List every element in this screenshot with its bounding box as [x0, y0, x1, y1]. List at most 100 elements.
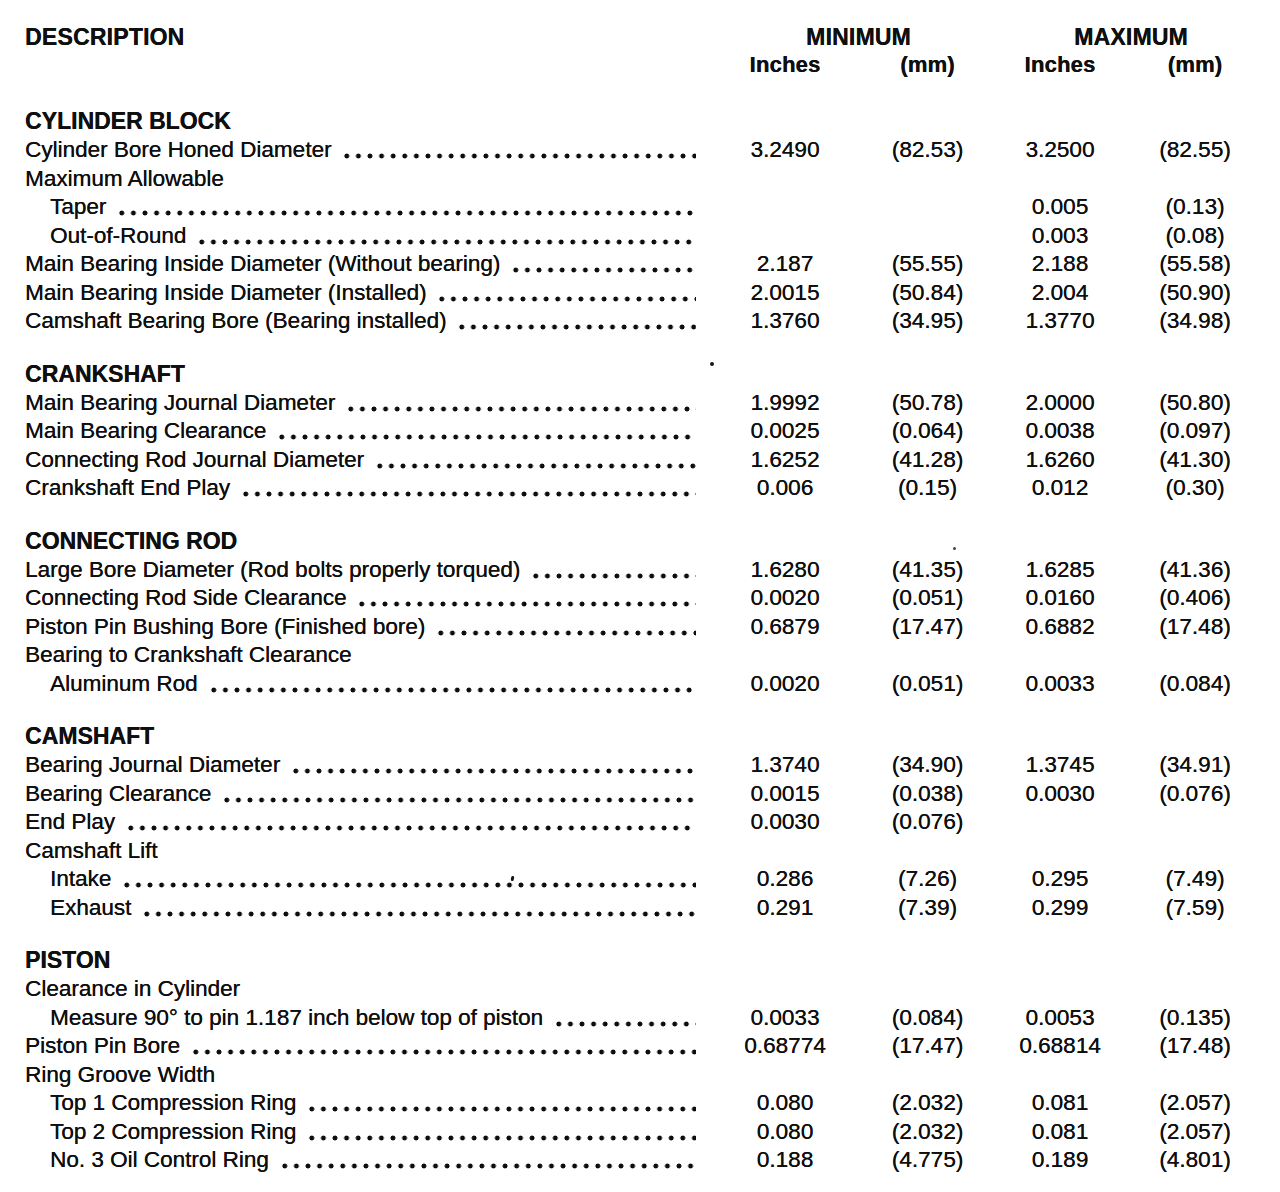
value-max-mm: (41.36)	[1135, 557, 1255, 583]
row-label: Top 2 Compression Ring	[50, 1119, 296, 1145]
dot-leader	[345, 405, 696, 413]
value-min-mm: (50.78)	[870, 390, 985, 416]
dot-leader	[116, 209, 696, 217]
value-max-mm: (0.097)	[1135, 418, 1255, 444]
table-row: Piston Pin Bushing Bore (Finished bore) 0…	[25, 614, 1255, 643]
row-description-cell: Camshaft Bearing Bore (Bearing installed…	[25, 308, 700, 334]
scan-speck	[710, 362, 714, 366]
value-min-in: 0.291	[700, 895, 870, 921]
value-max-mm: (17.48)	[1135, 1033, 1255, 1059]
row-label: Main Bearing Inside Diameter (Installed)	[25, 280, 426, 306]
value-min-mm: (0.064)	[870, 418, 985, 444]
row-label: Connecting Rod Side Clearance	[25, 585, 346, 611]
column-header-max-mm: (mm)	[1135, 52, 1255, 78]
row-label: Large Bore Diameter (Rod bolts properly …	[25, 557, 520, 583]
row-description-cell: Top 2 Compression Ring	[25, 1119, 700, 1145]
value-max-mm: (0.135)	[1135, 1005, 1255, 1031]
section-title: CAMSHAFT	[25, 723, 1255, 752]
dot-leader	[279, 1162, 696, 1170]
dot-leader	[125, 824, 696, 832]
table-header-row: DESCRIPTION MINIMUM MAXIMUM	[25, 24, 1255, 52]
value-min-in: 2.187	[700, 251, 870, 277]
table-row: Exhaust0.291(7.39)0.299(7.59)	[25, 895, 1255, 924]
value-min-mm: (34.90)	[870, 752, 985, 778]
row-label: Maximum Allowable	[25, 166, 224, 192]
row-description-cell: Crankshaft End Play	[25, 475, 700, 501]
table-row: Clearance in Cylinder	[25, 976, 1255, 1005]
value-min-in: 1.3740	[700, 752, 870, 778]
value-max-in: 1.3745	[985, 752, 1135, 778]
section-title: PISTON	[25, 947, 1255, 976]
row-label: Piston Pin Bushing Bore (Finished bore)	[25, 614, 425, 640]
value-min-mm: (0.076)	[870, 809, 985, 835]
dot-leader	[341, 152, 696, 160]
dot-leader	[190, 1048, 696, 1056]
table-row: Bearing Clearance0.0015(0.038)0.0030(0.0…	[25, 781, 1255, 810]
table-row: Bearing to Crankshaft Clearance	[25, 642, 1255, 671]
dot-leader	[436, 295, 696, 303]
table-row: Main Bearing Inside Diameter (Installed)…	[25, 280, 1255, 309]
dot-leader	[530, 572, 696, 580]
value-min-in: 0.0030	[700, 809, 870, 835]
row-label: Main Bearing Clearance	[25, 418, 266, 444]
row-description-cell: End Play	[25, 809, 700, 835]
value-max-in: 0.68814	[985, 1033, 1135, 1059]
value-min-mm: (0.038)	[870, 781, 985, 807]
row-description-cell: Bearing to Crankshaft Clearance	[25, 642, 700, 668]
row-description-cell: Bearing Journal Diameter	[25, 752, 700, 778]
table-row: Cylinder Bore Honed Diameter 3.2490(82.53…	[25, 137, 1255, 166]
value-min-in: 0.0020	[700, 585, 870, 611]
row-label: Clearance in Cylinder	[25, 976, 240, 1002]
table-row: Ring Groove Width	[25, 1062, 1255, 1091]
dot-leader	[553, 1020, 696, 1028]
value-min-mm: (82.53)	[870, 137, 985, 163]
table-row: Bearing Journal Diameter1.3740(34.90)1.3…	[25, 752, 1255, 781]
value-min-mm: (7.39)	[870, 895, 985, 921]
row-label: Cylinder Bore Honed Diameter	[25, 137, 331, 163]
row-label: Crankshaft End Play	[25, 475, 230, 501]
row-label: Aluminum Rod	[50, 671, 198, 697]
row-label: Connecting Rod Journal Diameter	[25, 447, 364, 473]
table-row: No. 3 Oil Control Ring0.188(4.775)0.189(…	[25, 1147, 1255, 1176]
value-max-in: 3.2500	[985, 137, 1135, 163]
value-min-mm: (41.35)	[870, 557, 985, 583]
row-description-cell: Camshaft Lift	[25, 838, 700, 864]
row-label: Ring Groove Width	[25, 1062, 215, 1088]
value-min-in: 0.0025	[700, 418, 870, 444]
column-header-min-mm: (mm)	[870, 52, 985, 78]
row-description-cell: Piston Pin Bushing Bore (Finished bore)	[25, 614, 700, 640]
value-min-mm: (41.28)	[870, 447, 985, 473]
dot-leader	[208, 686, 696, 694]
value-max-mm: (2.057)	[1135, 1090, 1255, 1116]
value-min-in: 0.286	[700, 866, 870, 892]
value-max-in: 1.6285	[985, 557, 1135, 583]
row-description-cell: Measure 90° to pin 1.187 inch below top …	[25, 1005, 700, 1031]
dot-leader	[196, 238, 696, 246]
table-row: Taper0.005(0.13)	[25, 194, 1255, 223]
section-title: CYLINDER BLOCK	[25, 108, 1255, 137]
value-max-in: 0.0053	[985, 1005, 1135, 1031]
table-row: Measure 90° to pin 1.187 inch below top …	[25, 1005, 1255, 1034]
value-max-mm: (41.30)	[1135, 447, 1255, 473]
row-description-cell: Exhaust	[25, 895, 700, 921]
dot-leader	[290, 767, 696, 775]
section-title: CRANKSHAFT	[25, 361, 1255, 390]
dot-leader	[306, 1134, 696, 1142]
value-max-in: 0.6882	[985, 614, 1135, 640]
value-min-mm: (17.47)	[870, 1033, 985, 1059]
table-row: Aluminum Rod0.0020(0.051)0.0033(0.084)	[25, 671, 1255, 700]
value-max-mm: (0.13)	[1135, 194, 1255, 220]
value-min-mm: (2.032)	[870, 1119, 985, 1145]
row-label: End Play	[25, 809, 115, 835]
value-min-in: 3.2490	[700, 137, 870, 163]
value-max-mm: (0.084)	[1135, 671, 1255, 697]
dot-leader	[456, 323, 696, 331]
row-label: Measure 90° to pin 1.187 inch below top …	[50, 1005, 543, 1031]
value-max-mm: (34.98)	[1135, 308, 1255, 334]
dot-leader	[121, 881, 696, 889]
value-max-mm: (50.80)	[1135, 390, 1255, 416]
dot-leader	[141, 910, 696, 918]
table-row: Maximum Allowable	[25, 166, 1255, 195]
row-description-cell: Out-of-Round	[25, 223, 700, 249]
table-row: End Play 0.0030(0.076)	[25, 809, 1255, 838]
